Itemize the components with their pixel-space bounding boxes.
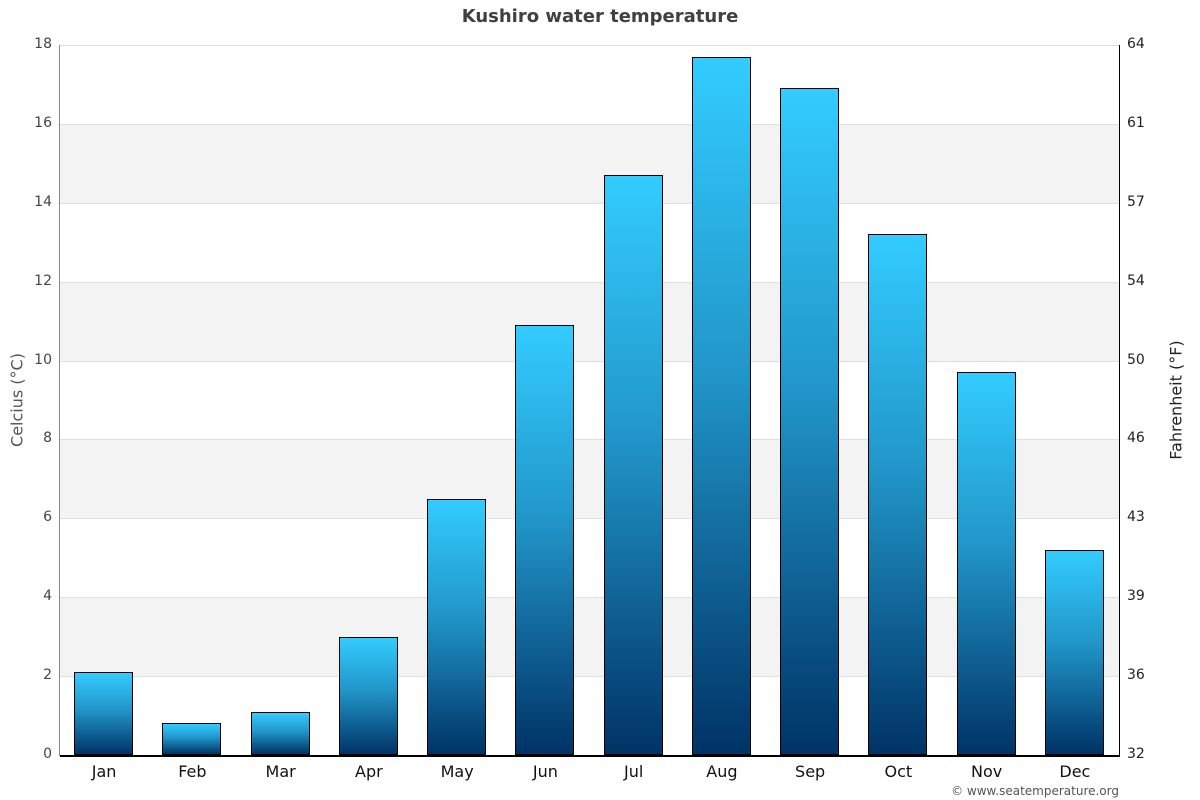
gridline xyxy=(60,123,1119,125)
y-left-tick-label: 12 xyxy=(34,272,52,289)
y-axis-left xyxy=(59,45,60,756)
y-left-tick-label: 2 xyxy=(43,667,52,684)
y-left-tick-label: 16 xyxy=(34,114,52,131)
gridline xyxy=(60,676,1119,678)
y-left-tick-label: 6 xyxy=(43,509,52,526)
gridline xyxy=(60,518,1119,520)
bar-sep[interactable] xyxy=(780,88,840,755)
bar-aug[interactable] xyxy=(691,56,751,755)
x-tick-label-jun: Jun xyxy=(532,762,558,781)
bar-jun[interactable] xyxy=(515,325,575,755)
x-tick-label-mar: Mar xyxy=(265,762,296,781)
plot-area xyxy=(60,45,1119,756)
y-left-tick-label: 4 xyxy=(43,588,52,605)
bar-dec[interactable] xyxy=(1044,549,1104,755)
x-tick-label-aug: Aug xyxy=(706,762,738,781)
grid-band xyxy=(60,281,1119,361)
x-tick-label-apr: Apr xyxy=(355,762,383,781)
bar-jan[interactable] xyxy=(74,672,134,755)
x-tick-label-oct: Oct xyxy=(884,762,913,781)
credit-link[interactable]: © www.seatemperature.org xyxy=(951,784,1119,798)
y-axis-left-title: Celcius (°C) xyxy=(7,353,27,447)
y-left-tick-label: 0 xyxy=(43,746,52,762)
bar-apr[interactable] xyxy=(338,636,398,755)
grid-band xyxy=(60,597,1119,677)
x-axis xyxy=(60,755,1120,757)
y-right-tick-label: 61 xyxy=(1127,114,1145,131)
y-left-tick-label: 10 xyxy=(34,351,52,368)
y-right-tick-label: 32 xyxy=(1127,746,1145,762)
y-axis-right xyxy=(1119,45,1120,756)
y-right-tick-label: 54 xyxy=(1127,272,1145,289)
x-tick-label-nov: Nov xyxy=(971,762,1003,781)
y-left-tick-label: 8 xyxy=(43,430,52,447)
bar-mar[interactable] xyxy=(250,711,310,755)
gridline xyxy=(60,439,1119,441)
grid-band xyxy=(60,123,1119,203)
bar-nov[interactable] xyxy=(956,372,1016,755)
bar-may[interactable] xyxy=(427,498,487,755)
gridline xyxy=(60,360,1119,362)
x-tick-label-dec: Dec xyxy=(1059,762,1091,781)
gridline xyxy=(60,597,1119,599)
grid-band xyxy=(60,439,1119,519)
gridline xyxy=(60,281,1119,283)
x-tick-label-jul: Jul xyxy=(623,762,644,781)
y-right-tick-label: 57 xyxy=(1127,193,1145,210)
y-right-tick-label: 39 xyxy=(1127,588,1145,605)
chart-title: Kushiro water temperature xyxy=(461,6,739,27)
gridline xyxy=(60,45,1119,46)
bar-jul[interactable] xyxy=(603,175,663,755)
x-tick-label-feb: Feb xyxy=(178,762,207,781)
y-right-tick-label: 64 xyxy=(1127,36,1145,52)
y-right-tick-label: 43 xyxy=(1127,509,1145,526)
y-right-tick-label: 46 xyxy=(1127,430,1145,447)
y-left-tick-label: 14 xyxy=(34,193,52,210)
y-axis-right-title: Fahrenheit (°F) xyxy=(1166,340,1186,460)
bar-feb[interactable] xyxy=(162,723,222,755)
x-tick-label-may: May xyxy=(440,762,474,781)
x-tick-label-jan: Jan xyxy=(91,762,117,781)
x-tick-label-sep: Sep xyxy=(795,762,826,781)
y-left-tick-label: 18 xyxy=(34,36,52,52)
y-right-tick-label: 36 xyxy=(1127,667,1145,684)
gridline xyxy=(60,202,1119,204)
bar-oct[interactable] xyxy=(868,234,928,755)
y-right-tick-label: 50 xyxy=(1127,351,1145,368)
